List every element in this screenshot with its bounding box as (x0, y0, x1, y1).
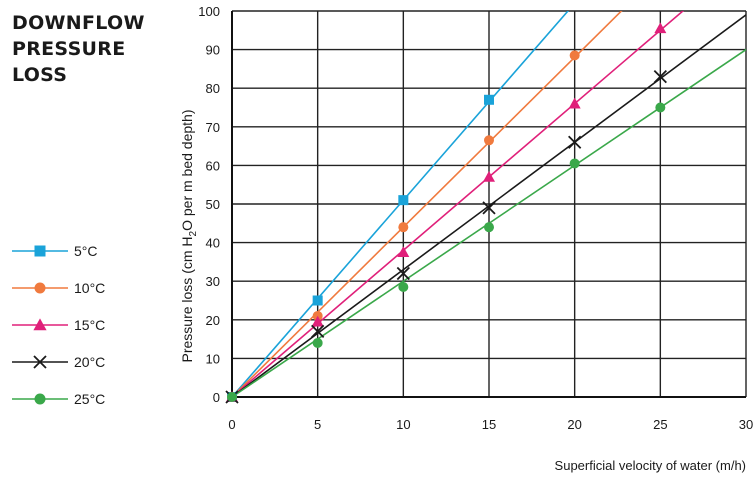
legend-swatch (12, 282, 68, 293)
series-markers-4 (227, 102, 666, 402)
data-point (483, 170, 495, 182)
series-line-3 (232, 13, 746, 397)
data-point (484, 94, 494, 105)
series-line-0 (232, 11, 570, 397)
data-point (396, 266, 410, 281)
axes (231, 11, 746, 398)
data-point (569, 50, 580, 61)
title-line-1: DOWNFLOW (12, 12, 145, 34)
data-point (654, 22, 667, 34)
data-point (484, 222, 494, 233)
y-tick-label: 0 (213, 390, 220, 405)
y-axis-label-part-1: Pressure loss (cm H (179, 236, 195, 362)
legend-item: 5°C (12, 232, 162, 269)
series-line-4 (232, 48, 746, 397)
legend-item: 15°C (12, 306, 162, 343)
x-tick-label: 10 (396, 417, 410, 432)
legend: 5°C 10°C 15°C 20°C 25°C (12, 232, 162, 417)
y-axis-label: Pressure loss (cm H2O per m bed depth) (179, 110, 199, 363)
y-tick-label: 60 (206, 158, 220, 173)
legend-swatch (12, 245, 68, 256)
data-point (33, 354, 47, 369)
series-lines (232, 11, 746, 397)
data-point (568, 135, 582, 149)
data-point (33, 317, 47, 330)
data-point (311, 324, 325, 339)
x-tick-label: 25 (653, 417, 667, 432)
y-tick-label: 90 (206, 43, 220, 58)
x-axis-label: Superficial velocity of water (m/h) (555, 458, 746, 473)
y-axis-label-part-2: O per m bed depth) (179, 110, 195, 231)
legend-label: 20°C (74, 353, 106, 370)
data-point (34, 245, 46, 256)
x-tick-label: 5 (314, 417, 321, 432)
y-tick-label: 50 (206, 197, 220, 212)
data-point (655, 102, 666, 113)
series-line-2 (232, 11, 685, 397)
legend-swatch (12, 393, 68, 404)
data-point (227, 392, 237, 402)
legend-swatch (12, 317, 68, 330)
series-markers (225, 22, 667, 404)
data-point (312, 295, 323, 306)
title-line-3: LOSS (12, 64, 68, 86)
x-tick-label: 20 (567, 417, 581, 432)
data-point (482, 201, 496, 215)
y-tick-label: 30 (206, 274, 220, 289)
legend-swatch (12, 354, 68, 369)
x-tick-label: 30 (739, 417, 753, 432)
y-tick-label: 40 (206, 236, 220, 251)
series-line-1 (232, 11, 623, 397)
legend-item: 20°C (12, 343, 162, 380)
data-point (312, 337, 323, 348)
y-tick-label: 80 (206, 81, 220, 96)
y-tick-label: 10 (206, 351, 220, 366)
data-point (34, 282, 46, 293)
legend-item: 10°C (12, 269, 162, 306)
y-tick-label: 20 (206, 313, 220, 328)
data-point (484, 135, 494, 146)
x-tick-label: 15 (482, 417, 496, 432)
data-point (397, 246, 410, 258)
chart-title: DOWNFLOW PRESSURE LOSS (12, 10, 145, 88)
y-tick-label: 100 (198, 4, 220, 19)
legend-item: 25°C (12, 380, 162, 417)
data-point (568, 97, 581, 109)
title-line-2: PRESSURE (12, 38, 126, 60)
data-point (398, 281, 409, 292)
data-point (653, 69, 667, 84)
tick-labels: 0 5 10 15 20 25 30 0 10 20 30 40 50 60 70 80 90 100 (198, 4, 753, 432)
legend-label: 5°C (74, 242, 98, 259)
legend-label: 15°C (74, 316, 106, 333)
legend-label: 10°C (74, 279, 106, 296)
data-point (569, 158, 580, 169)
y-tick-label: 70 (206, 120, 220, 135)
x-tick-label: 0 (228, 417, 235, 432)
data-point (398, 195, 409, 206)
y-axis-label-subscript: 2 (188, 230, 199, 236)
data-point (311, 315, 324, 327)
data-point (34, 393, 46, 404)
series-markers-3 (225, 69, 667, 404)
legend-label: 25°C (74, 390, 106, 407)
data-point (398, 222, 409, 233)
